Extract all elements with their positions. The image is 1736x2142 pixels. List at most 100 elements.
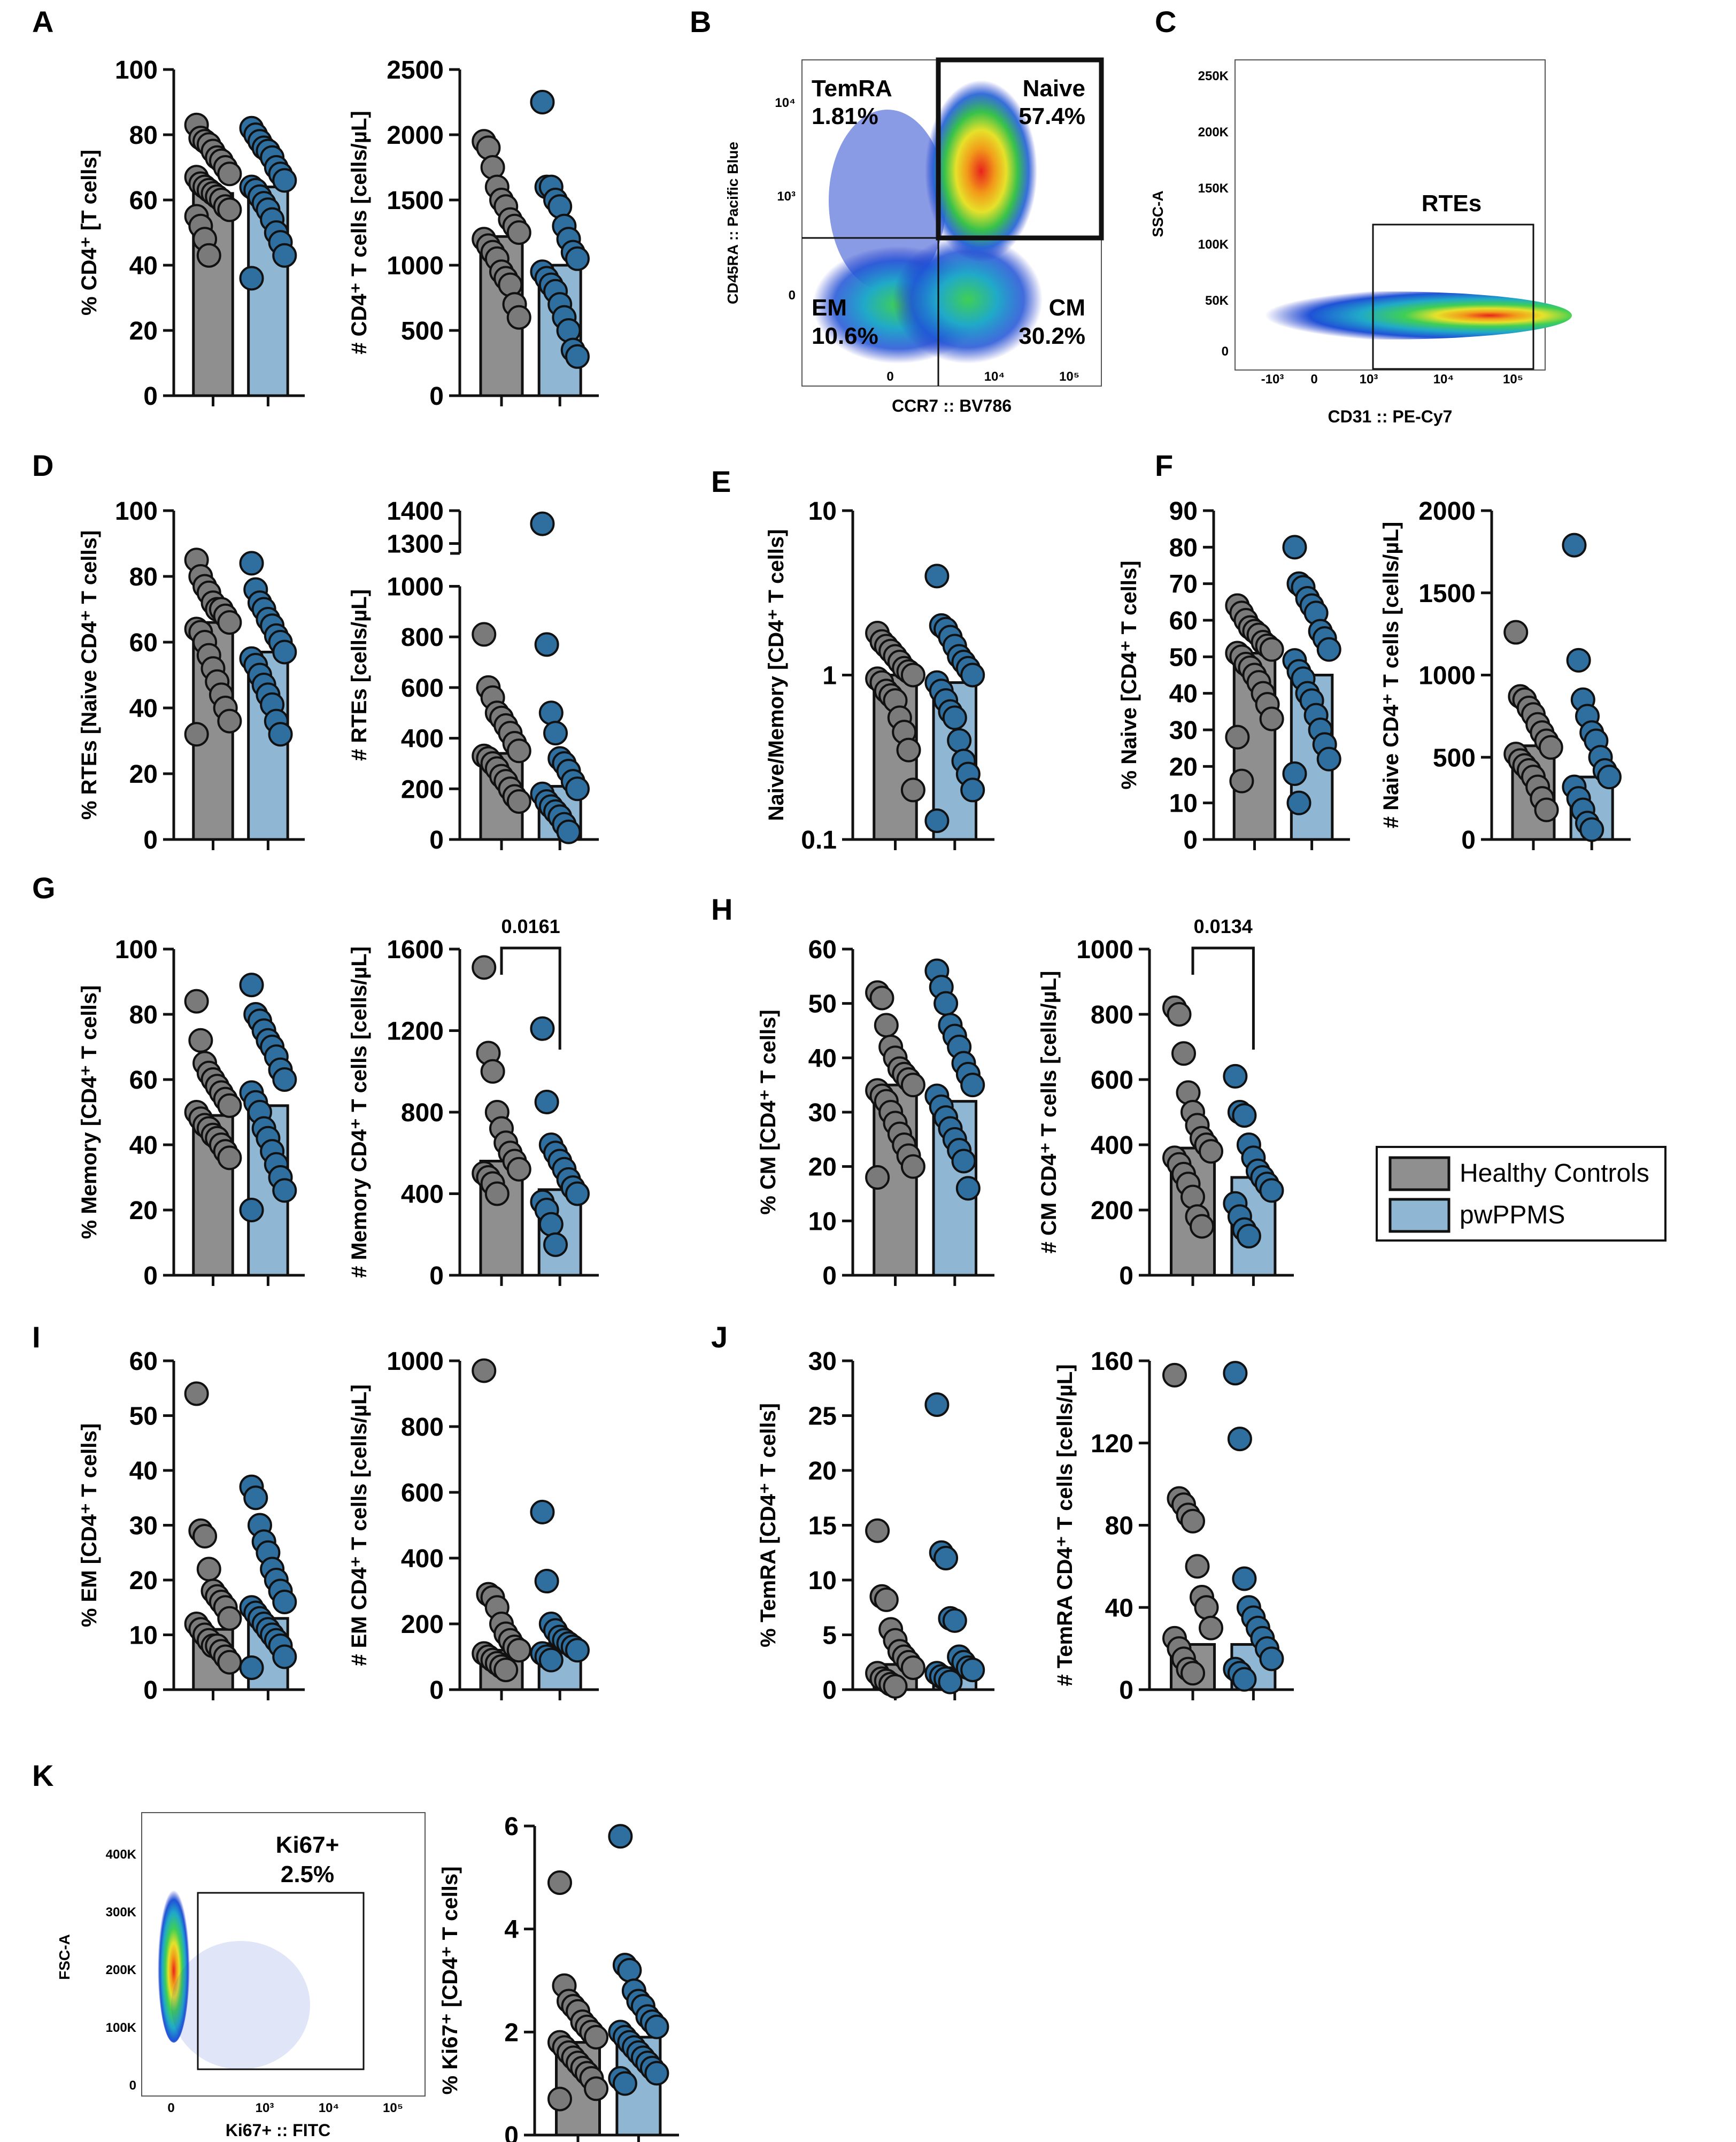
point-pwppms	[534, 1089, 559, 1114]
y-tick-label: 40	[1169, 680, 1198, 708]
point-healthy-controls	[184, 722, 209, 747]
y-tick-label: 1300	[387, 530, 444, 559]
point-pwppms	[1236, 1223, 1261, 1249]
point-healthy-controls	[865, 1518, 890, 1543]
y-axis-title: % RTEs [Naive CD4⁺ T cells]	[78, 530, 101, 820]
flow-b-ytick-2: 10⁴	[775, 96, 796, 110]
point-healthy-controls	[547, 1870, 572, 1895]
y-tick-label: 2000	[387, 121, 444, 150]
y-tick-label: 100	[115, 936, 158, 964]
y-tick-label: 10	[1169, 790, 1198, 818]
y-axis-title: % CM [CD4⁺ T cells]	[757, 1010, 780, 1214]
y-tick-label: 1000	[387, 573, 444, 601]
point-healthy-controls	[472, 955, 497, 980]
y-tick-label: 0	[143, 382, 158, 411]
point-healthy-controls	[217, 1650, 242, 1675]
point-healthy-controls	[1167, 1002, 1192, 1027]
flow-k-gate-label: Ki67+	[276, 1832, 340, 1858]
y-tick-label: 2	[504, 2018, 519, 2047]
y-tick-label: 0.1	[801, 826, 837, 854]
y-tick-label: 400	[401, 1545, 444, 1573]
y-axis-title: % Ki67⁺ [CD4⁺ T cells]	[438, 1867, 462, 2095]
y-tick-label: 80	[129, 563, 158, 591]
y-tick-label: 5	[822, 1622, 837, 1650]
flow-c-ytick-4: 200K	[1198, 125, 1229, 140]
point-pwppms	[938, 1669, 963, 1694]
y-tick-label: 20	[808, 1153, 837, 1182]
point-pwppms	[1316, 637, 1341, 662]
flow-b-xtick-2: 10⁵	[1059, 369, 1079, 384]
point-pwppms	[239, 973, 264, 998]
point-pwppms	[543, 721, 568, 746]
y-tick-label: 800	[401, 1413, 444, 1442]
flow-c-xlabel: CD31 :: PE-Cy7	[1328, 407, 1453, 426]
y-tick-label: 2500	[387, 56, 444, 84]
point-healthy-controls	[196, 243, 221, 268]
point-pwppms	[924, 1392, 950, 1417]
point-healthy-controls	[584, 2024, 609, 2049]
point-healthy-controls	[874, 1013, 899, 1038]
point-pwppms	[1282, 761, 1307, 786]
y-tick-label: 0	[143, 1676, 158, 1705]
point-pwppms	[1316, 746, 1341, 772]
point-healthy-controls	[1503, 620, 1529, 645]
flow-k-gate-pct: 2.5%	[281, 1861, 334, 1887]
y-tick-label: 60	[129, 187, 158, 215]
point-pwppms	[924, 564, 950, 589]
point-pwppms	[960, 1658, 985, 1683]
point-healthy-controls	[1259, 706, 1284, 731]
y-tick-label: 1	[822, 662, 837, 690]
bar-chart-d2: 0 200 400 600 800 1000 1300 1400 # RTEs [cells/µ…	[348, 497, 599, 854]
y-tick-label: 60	[129, 1347, 158, 1376]
point-healthy-controls	[506, 1638, 531, 1663]
flow-c-ytick-3: 150K	[1198, 181, 1229, 196]
point-healthy-controls	[472, 1358, 497, 1383]
point-pwppms	[955, 1176, 981, 1201]
point-healthy-controls	[1171, 1041, 1196, 1066]
y-tick-label: 60	[129, 629, 158, 657]
y-axis-title: # EM CD4⁺ T cells [cells/µL]	[348, 1384, 371, 1666]
point-pwppms	[565, 1638, 590, 1663]
flow-k-xtick-1: 10³	[256, 2101, 274, 2115]
y-tick-label: 20	[129, 1197, 158, 1225]
y-tick-label: 50	[129, 1403, 158, 1431]
flow-b-temra-pct: 1.81%	[812, 103, 878, 129]
y-tick-label: 80	[129, 1001, 158, 1029]
y-tick-label: 1500	[387, 187, 444, 215]
point-pwppms	[239, 1655, 264, 1680]
y-tick-label: 20	[1169, 753, 1198, 781]
y-axis-title: % Memory [CD4⁺ T cells]	[78, 985, 101, 1239]
y-tick-label: 15	[808, 1512, 837, 1540]
y-tick-label: 40	[808, 1044, 837, 1073]
flow-k-xtick-2: 10⁴	[319, 2101, 340, 2115]
point-pwppms	[272, 639, 297, 665]
y-axis-title: % CD4⁺ [T cells]	[78, 150, 101, 315]
y-tick-label: 1000	[387, 1347, 444, 1376]
flow-k-ylabel: FSC-A	[56, 1934, 73, 1980]
y-tick-label: 40	[129, 695, 158, 723]
flow-c-xtick-3: 10⁴	[1433, 372, 1454, 387]
point-pwppms	[530, 90, 555, 114]
y-tick-label: 40	[129, 1457, 158, 1485]
point-pwppms	[644, 2014, 669, 2039]
point-pwppms	[1259, 1178, 1284, 1203]
flow-b-cm-cloud	[893, 235, 1043, 364]
y-tick-label: 0	[429, 382, 444, 411]
point-healthy-controls	[865, 1165, 890, 1190]
point-healthy-controls	[883, 1674, 908, 1699]
point-healthy-controls	[217, 610, 242, 635]
bar-chart-a2: 0 500 1000 1500 2000 2500 # CD4⁺ T cells [cell…	[348, 56, 599, 411]
y-tick-label: 40	[129, 252, 158, 280]
flow-k-xlabel: Ki67+ :: FITC	[226, 2121, 330, 2140]
point-healthy-controls	[900, 662, 925, 688]
point-healthy-controls	[480, 1059, 505, 1084]
legend-swatch-pwppms	[1388, 1198, 1450, 1233]
y-tick-label: 0	[1183, 826, 1198, 854]
bar-chart-j2: 0 40 80 120 160 # TemRA CD4⁺ T cells [cells/µ…	[1053, 1347, 1294, 1705]
bar-chart-g2: 0 400 800 1200 1600 # Memory CD4⁺ T cells [ce…	[348, 915, 599, 1290]
y-tick-label: 30	[1169, 716, 1198, 745]
y-tick-label: 500	[1433, 744, 1476, 772]
legend-label-healthy-controls: Healthy Controls	[1460, 1159, 1649, 1188]
flow-b-temra-label: TemRA	[812, 75, 892, 102]
